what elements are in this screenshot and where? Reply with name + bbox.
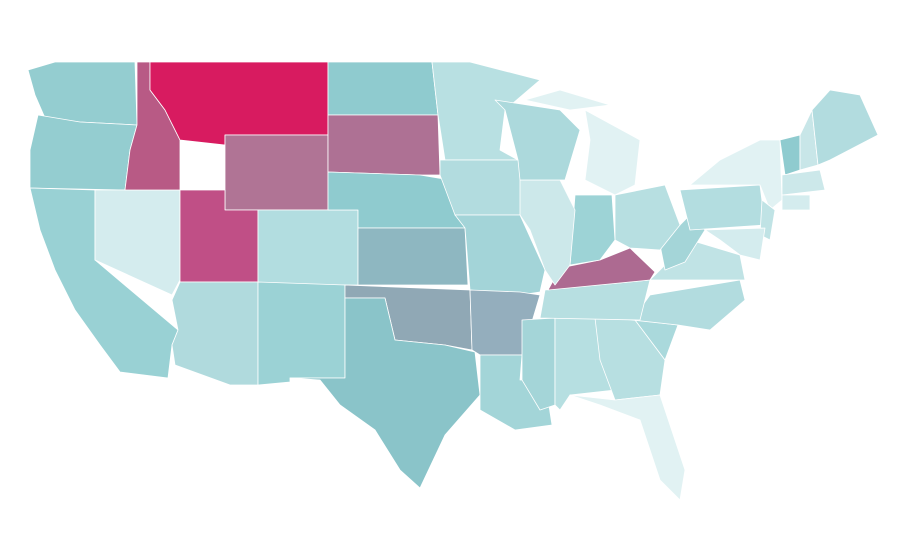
state [569, 394, 686, 501]
state [327, 114, 441, 176]
state [289, 297, 481, 489]
state [811, 89, 879, 166]
state [439, 159, 531, 216]
state [704, 227, 766, 261]
state [584, 109, 641, 196]
state [224, 134, 329, 211]
state [494, 99, 581, 181]
state [781, 169, 826, 196]
state [689, 139, 783, 211]
state [357, 227, 469, 286]
state [327, 61, 439, 116]
state [257, 209, 359, 286]
state [569, 194, 616, 266]
states [27, 61, 879, 501]
state [149, 61, 329, 146]
state [524, 89, 611, 111]
state [631, 279, 746, 331]
state [431, 61, 541, 161]
state [781, 194, 811, 211]
state [779, 134, 801, 176]
state [29, 114, 138, 191]
state [257, 281, 346, 386]
state [519, 179, 576, 286]
state [679, 184, 766, 231]
state [27, 61, 138, 126]
state [171, 281, 259, 386]
